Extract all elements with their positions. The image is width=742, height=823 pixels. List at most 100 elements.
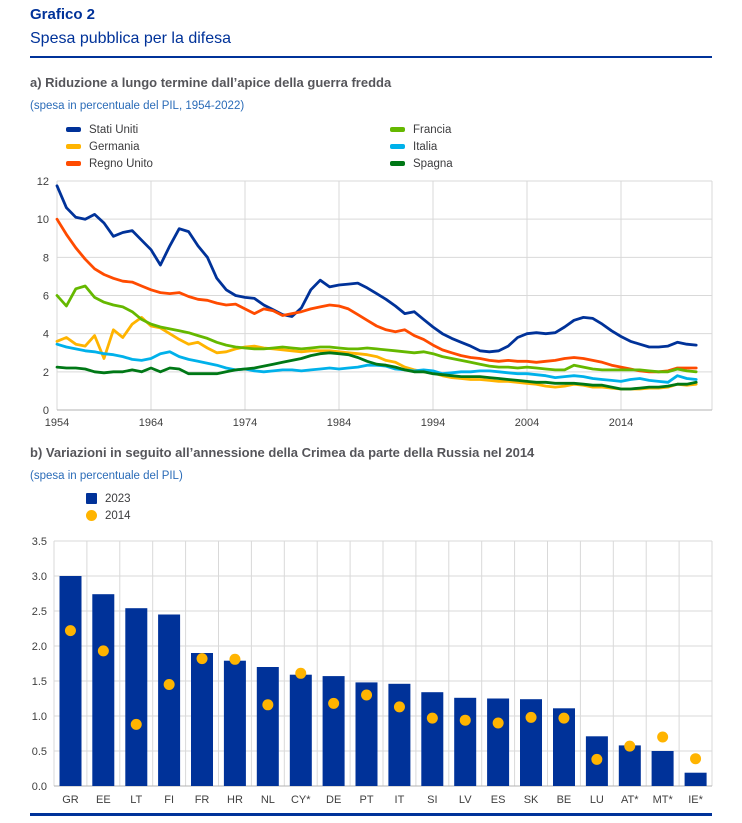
panel-b-subtitle: (spesa in percentuale del PIL): [30, 470, 183, 482]
series-line-spagna: [55, 351, 698, 391]
dot-AT*: [624, 740, 636, 752]
category-label-GR: GR: [62, 794, 79, 806]
series-line-stati-uniti: [55, 184, 698, 354]
bar-SI: [421, 692, 444, 786]
dot-EE: [97, 645, 109, 657]
bar-MT*: [651, 751, 674, 786]
category-label-IT: IT: [395, 794, 405, 806]
dot-LU: [591, 753, 603, 765]
legend-item-spagna: Spagna: [390, 155, 453, 172]
dot-GR: [64, 625, 76, 637]
svg-text:0.5: 0.5: [32, 746, 47, 758]
category-label-ES: ES: [491, 794, 506, 806]
category-label-IE*: IE*: [688, 794, 703, 806]
category-label-NL: NL: [261, 794, 275, 806]
category-label-MT*: MT*: [653, 794, 674, 806]
dot-ES: [492, 717, 504, 729]
dot-FR: [196, 653, 208, 665]
germania-line-swatch-icon: [66, 144, 81, 149]
legend-item-2014: 2014: [86, 507, 131, 524]
svg-text:1.0: 1.0: [32, 711, 47, 723]
bar-IE*: [684, 772, 707, 786]
bar-LV: [454, 697, 477, 786]
spagna-line-swatch-icon: [390, 161, 405, 166]
category-label-EE: EE: [96, 794, 111, 806]
svg-text:1.5: 1.5: [32, 676, 47, 688]
footer-divider: [30, 813, 712, 816]
dot-LT: [130, 718, 142, 730]
panel-a-subtitle: (spesa in percentuale del PIL, 1954-2022…: [30, 100, 245, 112]
legend-label: Regno Unito: [89, 157, 153, 170]
bar-DE: [322, 676, 345, 786]
svg-text:10: 10: [37, 214, 49, 226]
dot-IT: [393, 701, 405, 713]
category-label-AT*: AT*: [621, 794, 639, 806]
panel-a-heading: a) Riduzione a lungo termine dall’apice …: [30, 75, 392, 90]
bar-FR: [191, 653, 213, 786]
bar-CY*: [289, 674, 312, 786]
svg-text:1984: 1984: [327, 417, 351, 429]
category-label-PT: PT: [360, 794, 374, 806]
category-label-DE: DE: [326, 794, 341, 806]
category-label-CY*: CY*: [291, 794, 311, 806]
svg-text:0: 0: [43, 405, 49, 417]
svg-text:3.5: 3.5: [32, 536, 47, 548]
bar-FI: [158, 614, 181, 786]
category-label-FR: FR: [195, 794, 210, 806]
legend-item-2023: 2023: [86, 490, 131, 507]
svg-text:3.0: 3.0: [32, 571, 47, 583]
bar-IT: [388, 683, 411, 786]
dot-MT*: [657, 731, 669, 743]
panel-b-heading: b) Variazioni in seguito all’annessione …: [30, 445, 535, 460]
series-line-francia: [55, 284, 698, 374]
svg-text:6: 6: [43, 291, 49, 303]
svg-text:4: 4: [43, 329, 49, 341]
category-label-SI: SI: [427, 794, 437, 806]
figure-label: Grafico 2: [30, 6, 96, 23]
category-label-LU: LU: [590, 794, 604, 806]
dot-HR: [229, 653, 241, 665]
legend-label: Francia: [413, 123, 452, 136]
series-line-regno-unito: [55, 217, 698, 374]
dot-CY*: [295, 667, 307, 679]
dot-IE*: [690, 753, 702, 765]
legend-label: Italia: [413, 140, 438, 153]
stati-uniti-line-swatch-icon: [66, 127, 81, 132]
regno-unito-line-swatch-icon: [66, 161, 81, 166]
legend-item-stati-uniti: Stati Uniti: [66, 121, 390, 138]
dot-BE: [558, 712, 570, 724]
dot-SK: [525, 711, 537, 723]
bar-AT*: [618, 745, 641, 786]
legend-label: 2014: [105, 509, 131, 522]
line-chart-defence-1954-2022: 0 2 4 6 8 10 12 1954 1964 1974 1984 1994 2004 2014: [37, 176, 713, 429]
dots-2014: [64, 625, 702, 765]
grid-b: [53, 540, 713, 787]
dot-PT: [361, 689, 373, 701]
bar-chart-defence-2014-2023: 0.0 0.5 1.0 1.5 2.0 2.5 3.0 3.5 GR EE LT FI FR HR NL CY…: [32, 536, 713, 806]
panel-a-legend: Stati Uniti Germania Regno Unito Francia…: [66, 121, 453, 172]
svg-text:0.0: 0.0: [32, 781, 47, 793]
dot-DE: [328, 697, 340, 709]
dot-SI: [426, 712, 438, 724]
bars-2023: [59, 576, 707, 786]
axis-labels-a: 0 2 4 6 8 10 12 1954 1964 1974 1984 1994 2004 2014: [37, 176, 633, 429]
figure-title: Spesa pubblica per la difesa: [30, 30, 232, 47]
legend-item-italia: Italia: [390, 138, 453, 155]
category-label-LV: LV: [459, 794, 472, 806]
dot-LV: [459, 714, 471, 726]
svg-text:2: 2: [43, 367, 49, 379]
italia-line-swatch-icon: [390, 144, 405, 149]
dot-NL: [262, 699, 274, 711]
legend-label: Spagna: [413, 157, 453, 170]
category-label-HR: HR: [227, 794, 243, 806]
svg-text:8: 8: [43, 252, 49, 264]
axis-labels-b: 0.0 0.5 1.0 1.5 2.0 2.5 3.0 3.5 GR EE LT FI FR HR NL CY…: [32, 536, 704, 806]
legend-item-francia: Francia: [390, 121, 453, 138]
bar-ES: [487, 698, 510, 786]
category-label-FI: FI: [164, 794, 174, 806]
bar-2023-swatch-icon: [86, 493, 97, 504]
title-divider: [30, 56, 712, 58]
legend-label: 2023: [105, 492, 131, 505]
category-label-SK: SK: [524, 794, 539, 806]
